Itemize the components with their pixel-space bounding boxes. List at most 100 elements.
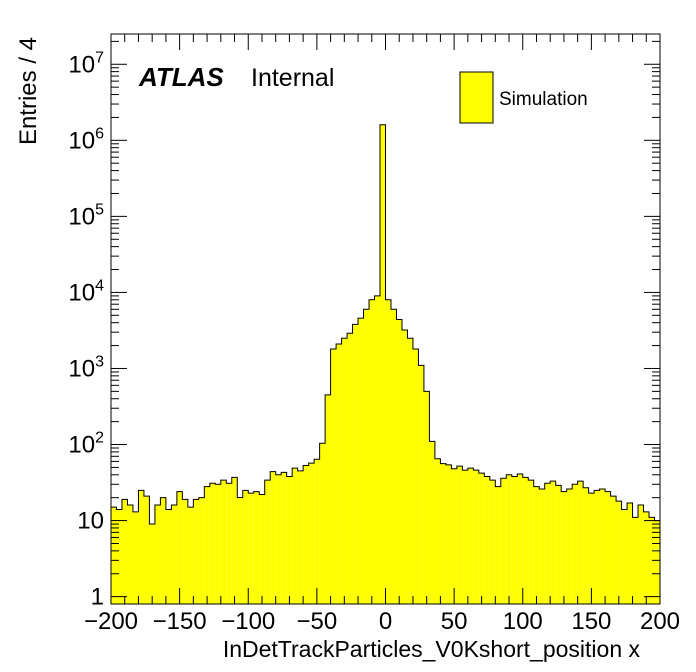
histogram-bar <box>171 505 177 604</box>
histogram-bar <box>638 505 644 604</box>
legend-swatch <box>459 71 494 124</box>
histogram-bar <box>610 496 617 604</box>
y-tick-label: 1 <box>91 584 104 611</box>
y-axis-title: Entries / 4 <box>15 37 42 145</box>
histogram-bar <box>456 466 463 604</box>
histogram-bar <box>445 464 452 604</box>
y-tick-label: 10 <box>77 508 104 535</box>
histogram-bar <box>138 490 144 604</box>
histogram-bar <box>292 468 298 604</box>
histogram-bar <box>605 491 611 604</box>
histogram-bar <box>462 470 468 604</box>
histogram-bar <box>407 338 413 604</box>
histogram-bar <box>451 468 457 604</box>
histogram-bar <box>132 511 139 604</box>
histogram-bar <box>380 124 386 604</box>
y-tick-label: 104 <box>68 277 104 306</box>
histogram-bar <box>259 494 265 604</box>
histogram-bar <box>544 483 551 604</box>
histogram-bar <box>165 509 172 604</box>
histogram-bar <box>412 349 419 604</box>
histogram-bar <box>176 491 183 604</box>
histogram-bar <box>588 493 595 604</box>
histogram-bar <box>127 505 133 604</box>
histogram-bar <box>253 491 260 604</box>
histogram-bar <box>308 463 315 604</box>
x-tick-label: −200 <box>84 608 138 635</box>
histogram-bar <box>478 473 485 604</box>
x-tick-label: 150 <box>571 608 611 635</box>
histogram-bar <box>248 493 254 604</box>
y-tick-label: 102 <box>68 430 104 459</box>
histogram-bar <box>369 299 375 604</box>
histogram-bar <box>539 489 545 604</box>
histogram-bar <box>341 338 348 604</box>
histogram-bar <box>121 499 128 604</box>
histogram-bar <box>522 477 529 604</box>
histogram-bar <box>198 497 205 604</box>
histogram-bar <box>528 480 534 604</box>
histogram-bar <box>429 441 435 604</box>
histogram-bar <box>643 511 650 604</box>
histogram-bar <box>390 309 397 604</box>
histogram-bar <box>330 349 337 604</box>
histogram-bar <box>143 496 150 604</box>
x-tick-label: 100 <box>503 608 543 635</box>
histogram-bar <box>204 486 210 604</box>
histogram-bar <box>242 490 249 604</box>
histogram-bar <box>385 299 391 604</box>
x-tick-labels: −200 −150 −100 −50 0 50 100 150 200 <box>84 608 680 635</box>
histogram-bar <box>154 505 161 604</box>
histogram-bar <box>495 486 501 604</box>
histogram-bar <box>363 309 370 604</box>
histogram-bar <box>555 485 562 604</box>
histogram-bar <box>286 476 293 604</box>
histogram-bar <box>226 483 232 604</box>
histogram-bar <box>550 481 556 604</box>
histogram-bar <box>577 481 584 604</box>
histogram-bar <box>561 491 567 604</box>
histogram-bar <box>220 480 227 604</box>
histogram-bar <box>500 478 507 604</box>
x-tick-label: −150 <box>153 608 207 635</box>
atlas-label: ATLAS <box>138 62 224 92</box>
histogram-bar <box>336 343 342 604</box>
histogram-bar <box>511 476 518 604</box>
legend: Simulation <box>459 71 588 124</box>
histogram-bar <box>160 497 166 604</box>
histogram-bar <box>632 517 639 604</box>
histogram-bar <box>314 459 320 604</box>
x-tick-label: −50 <box>297 608 338 635</box>
histogram-bar <box>418 365 424 604</box>
histogram-bar <box>517 473 523 604</box>
x-tick-label: −100 <box>221 608 275 635</box>
histogram-bar <box>281 472 287 604</box>
histogram-bar <box>616 501 622 604</box>
histogram-bar <box>270 471 276 604</box>
histogram-bars <box>110 124 661 604</box>
histogram-bar <box>566 489 573 604</box>
histogram-bar <box>423 391 430 604</box>
histogram-bar <box>264 480 271 604</box>
histogram-bar <box>396 319 402 604</box>
histogram-bar <box>649 517 655 604</box>
x-tick-label: 200 <box>640 608 680 635</box>
histogram-bar <box>319 443 326 604</box>
histogram-bar <box>583 487 589 604</box>
histogram-bar <box>352 324 359 604</box>
legend-label: Simulation <box>499 89 588 110</box>
histogram-bar <box>473 470 479 604</box>
atlas-status-label: Internal <box>251 64 334 92</box>
y-tick-label: 106 <box>68 125 104 154</box>
histogram-bar <box>572 484 578 604</box>
histogram-bar <box>111 507 117 604</box>
histogram-bar <box>467 468 474 604</box>
histogram-bar <box>297 470 304 604</box>
histogram-bar <box>347 333 353 604</box>
histogram-bar <box>594 490 600 604</box>
histogram-bar <box>187 507 194 604</box>
x-axis-title: InDetTrackParticles_V0Kshort_position x <box>223 636 641 662</box>
histogram-bar <box>215 484 221 604</box>
histogram-bar <box>116 509 122 604</box>
